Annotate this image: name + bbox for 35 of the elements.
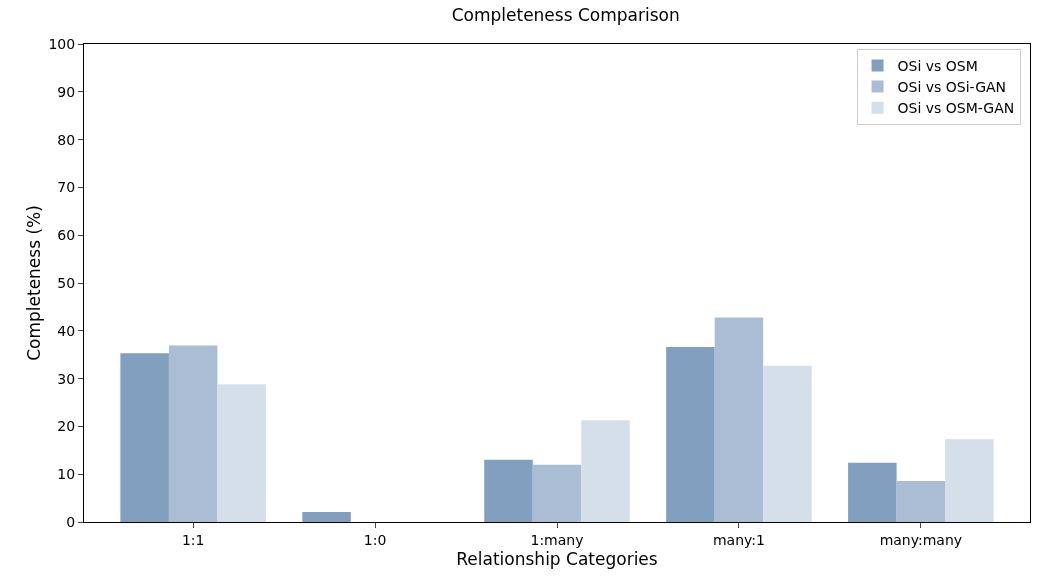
x-axis-title: Relationship Categories <box>456 549 658 570</box>
bar <box>848 462 897 522</box>
x-tick-label: many:1 <box>712 531 765 548</box>
x-tick-label: many:many <box>879 531 963 548</box>
y-tick-label: 80 <box>57 131 76 148</box>
legend-label: OSi vs OSi-GAN <box>897 79 1007 96</box>
bar <box>532 464 582 522</box>
x-tick-label: 1:1 <box>181 531 205 548</box>
bar <box>168 345 218 522</box>
legend-label: OSi vs OSM <box>897 57 978 74</box>
y-tick-label: 20 <box>57 418 76 435</box>
x-tick-label: 1:0 <box>363 531 387 548</box>
y-tick-label: 40 <box>57 322 76 339</box>
y-axis-title: Completeness (%) <box>24 205 44 361</box>
y-tick-label: 10 <box>57 466 76 483</box>
y-tick-label: 100 <box>48 35 76 52</box>
x-tick-label: 1:many <box>530 531 584 548</box>
y-tick-label: 90 <box>57 83 76 100</box>
y-tick-label: 60 <box>57 227 76 244</box>
bar <box>217 384 266 522</box>
bar <box>302 511 351 522</box>
bar <box>945 439 994 522</box>
y-tick-label: 70 <box>57 179 76 196</box>
bar <box>763 365 812 522</box>
chart-title: Completeness Comparison <box>451 4 680 25</box>
bar <box>666 347 715 522</box>
bar <box>896 480 946 522</box>
y-tick-label: 50 <box>57 274 76 291</box>
bar <box>581 420 630 522</box>
bar <box>484 459 533 522</box>
legend-label: OSi vs OSM-GAN <box>897 100 1015 117</box>
y-tick-label: 0 <box>66 513 76 530</box>
bar <box>120 353 169 522</box>
y-tick-label: 30 <box>57 370 76 387</box>
bar <box>714 317 764 522</box>
